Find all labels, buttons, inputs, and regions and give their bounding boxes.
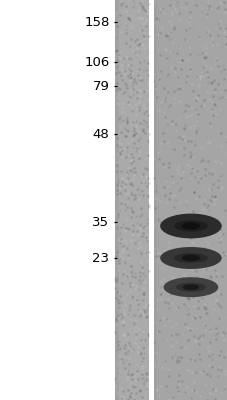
Ellipse shape xyxy=(175,283,205,292)
Bar xyxy=(115,0,149,400)
Text: 79: 79 xyxy=(92,80,109,92)
Ellipse shape xyxy=(159,214,221,238)
Ellipse shape xyxy=(163,277,217,297)
Ellipse shape xyxy=(173,220,207,232)
Text: 158: 158 xyxy=(84,16,109,28)
Text: 48: 48 xyxy=(92,128,109,140)
Text: 35: 35 xyxy=(92,216,109,228)
Ellipse shape xyxy=(182,284,198,290)
Bar xyxy=(153,0,227,400)
Ellipse shape xyxy=(181,222,199,230)
Ellipse shape xyxy=(181,255,199,261)
Bar xyxy=(149,0,153,400)
Bar xyxy=(153,0,157,400)
Ellipse shape xyxy=(159,247,221,269)
Text: 23: 23 xyxy=(92,252,109,264)
Bar xyxy=(115,0,118,400)
Text: 106: 106 xyxy=(84,56,109,68)
Ellipse shape xyxy=(173,253,207,263)
